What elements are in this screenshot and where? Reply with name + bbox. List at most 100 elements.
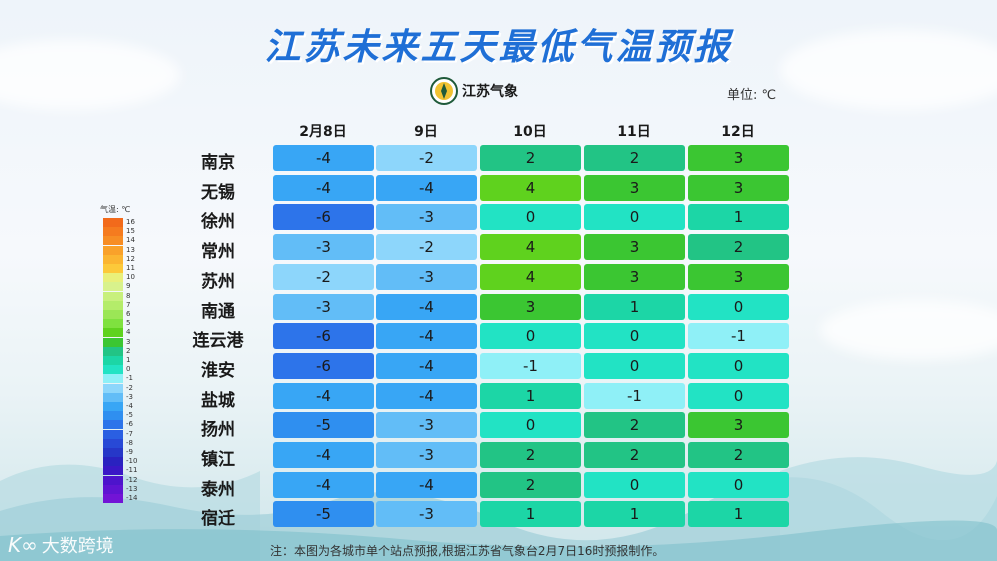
city-label: 扬州 — [201, 420, 235, 441]
legend-swatch — [103, 236, 123, 246]
city-label: 常州 — [201, 242, 235, 263]
legend-swatch — [103, 254, 123, 264]
city-label: 淮安 — [201, 360, 235, 381]
legend-swatch — [103, 218, 123, 227]
legend-level-label: 13 — [126, 245, 135, 254]
legend-swatch — [103, 356, 123, 365]
temperature-cell: -2 — [376, 145, 477, 171]
temperature-cell: -4 — [376, 323, 477, 350]
temperature-cell: -6 — [273, 352, 374, 379]
unit-label: 单位: ℃ — [727, 88, 777, 103]
legend-swatch — [103, 457, 123, 467]
temperature-cell: -4 — [376, 471, 477, 498]
temperature-cell: -4 — [273, 382, 374, 409]
city-label: 南通 — [201, 301, 235, 322]
legend-swatch — [103, 383, 123, 393]
city-label: 盐城 — [201, 390, 235, 411]
temperature-cell: 2 — [688, 442, 789, 468]
city-label: 徐州 — [201, 212, 235, 233]
temperature-cell: 0 — [480, 412, 581, 439]
legend-level-label: 10 — [126, 273, 135, 282]
temperature-cell: 1 — [584, 501, 685, 528]
temperature-cell: 3 — [584, 234, 685, 261]
temperature-cell: 2 — [480, 442, 581, 468]
legend-level-label: 0 — [126, 365, 131, 374]
temperature-cell: 1 — [688, 501, 789, 528]
legend-swatch — [103, 420, 123, 430]
legend-swatch — [103, 337, 123, 347]
temperature-cell: -3 — [376, 204, 477, 231]
date-header: 11日 — [617, 124, 651, 140]
temperature-cell: 1 — [584, 293, 685, 320]
temperature-cell: 2 — [480, 145, 581, 171]
temperature-cell: 2 — [584, 412, 685, 439]
city-label: 镇江 — [201, 450, 235, 470]
legend-swatch — [103, 282, 123, 292]
temperature-cell: -1 — [480, 352, 581, 379]
legend-level-label: 7 — [126, 300, 131, 309]
legend-level-label: 16 — [126, 218, 135, 226]
legend-level-label: 6 — [126, 310, 131, 318]
legend-level-label: 12 — [126, 254, 135, 263]
temperature-cell: -4 — [273, 145, 374, 171]
temperature-cell: -5 — [273, 412, 374, 439]
temperature-cell: -4 — [273, 471, 374, 498]
temperature-cell: -3 — [273, 234, 374, 261]
legend-swatch — [103, 448, 123, 457]
legend-level-label: -7 — [126, 429, 133, 438]
legend-level-label: -6 — [126, 420, 133, 429]
legend-level-label: -14 — [126, 494, 138, 502]
temperature-cell: 0 — [688, 352, 789, 379]
legend-swatch — [103, 291, 123, 301]
temperature-cell: 4 — [480, 263, 581, 290]
legend-level-label: 3 — [126, 337, 131, 346]
temperature-cell: -4 — [376, 382, 477, 409]
city-label: 宿迁 — [201, 509, 235, 530]
background-cloud — [780, 30, 997, 110]
temperature-cell: 3 — [480, 293, 581, 320]
temperature-cell: 0 — [480, 204, 581, 231]
temperature-cell: 2 — [584, 442, 685, 468]
temperature-cell: -1 — [584, 382, 685, 409]
temperature-cell: -5 — [273, 501, 374, 528]
temperature-cell: 4 — [480, 174, 581, 201]
temperature-cell: -2 — [376, 234, 477, 261]
legend-level-label: 11 — [126, 264, 135, 272]
legend-swatch — [103, 319, 123, 329]
legend-swatch — [103, 466, 123, 476]
legend-level-label: 2 — [126, 346, 131, 355]
city-label: 泰州 — [201, 479, 235, 500]
legend-level-label: -10 — [126, 457, 138, 466]
legend-swatch — [103, 245, 123, 255]
watermark: K∞ 大数跨境 — [8, 532, 114, 558]
legend-swatch — [103, 227, 123, 237]
legend-swatch — [103, 402, 123, 411]
legend-level-label: 14 — [126, 236, 135, 245]
legend-level-label: 4 — [126, 328, 131, 337]
legend-level-label: -9 — [126, 448, 133, 456]
temperature-cell: 0 — [584, 323, 685, 350]
temperature-cell: 3 — [688, 145, 789, 171]
legend-level-label: 1 — [126, 356, 131, 364]
date-header: 12日 — [721, 124, 755, 140]
temperature-cell: 4 — [480, 234, 581, 261]
background-cloud — [0, 40, 180, 110]
legend-swatch — [103, 310, 123, 319]
temperature-cell: -4 — [273, 174, 374, 201]
legend-level-label: -13 — [126, 484, 138, 493]
temperature-cell: -4 — [376, 352, 477, 379]
temperature-cell: 0 — [688, 293, 789, 320]
temperature-cell: 0 — [688, 471, 789, 498]
date-header: 2月8日 — [299, 124, 347, 140]
legend-title: 气温: ℃ — [100, 205, 131, 214]
watermark-logo-icon: K∞ — [8, 533, 38, 557]
temperature-cell: -3 — [376, 263, 477, 290]
legend-level-label: -11 — [126, 466, 138, 475]
temperature-cell: 3 — [584, 263, 685, 290]
legend-level-label: -1 — [126, 374, 133, 383]
temperature-cell: -1 — [688, 323, 789, 350]
temperature-cell: 0 — [584, 352, 685, 379]
watermark-text: 大数跨境 — [41, 536, 114, 557]
legend-swatch — [103, 438, 123, 448]
temperature-cell: 1 — [480, 501, 581, 528]
